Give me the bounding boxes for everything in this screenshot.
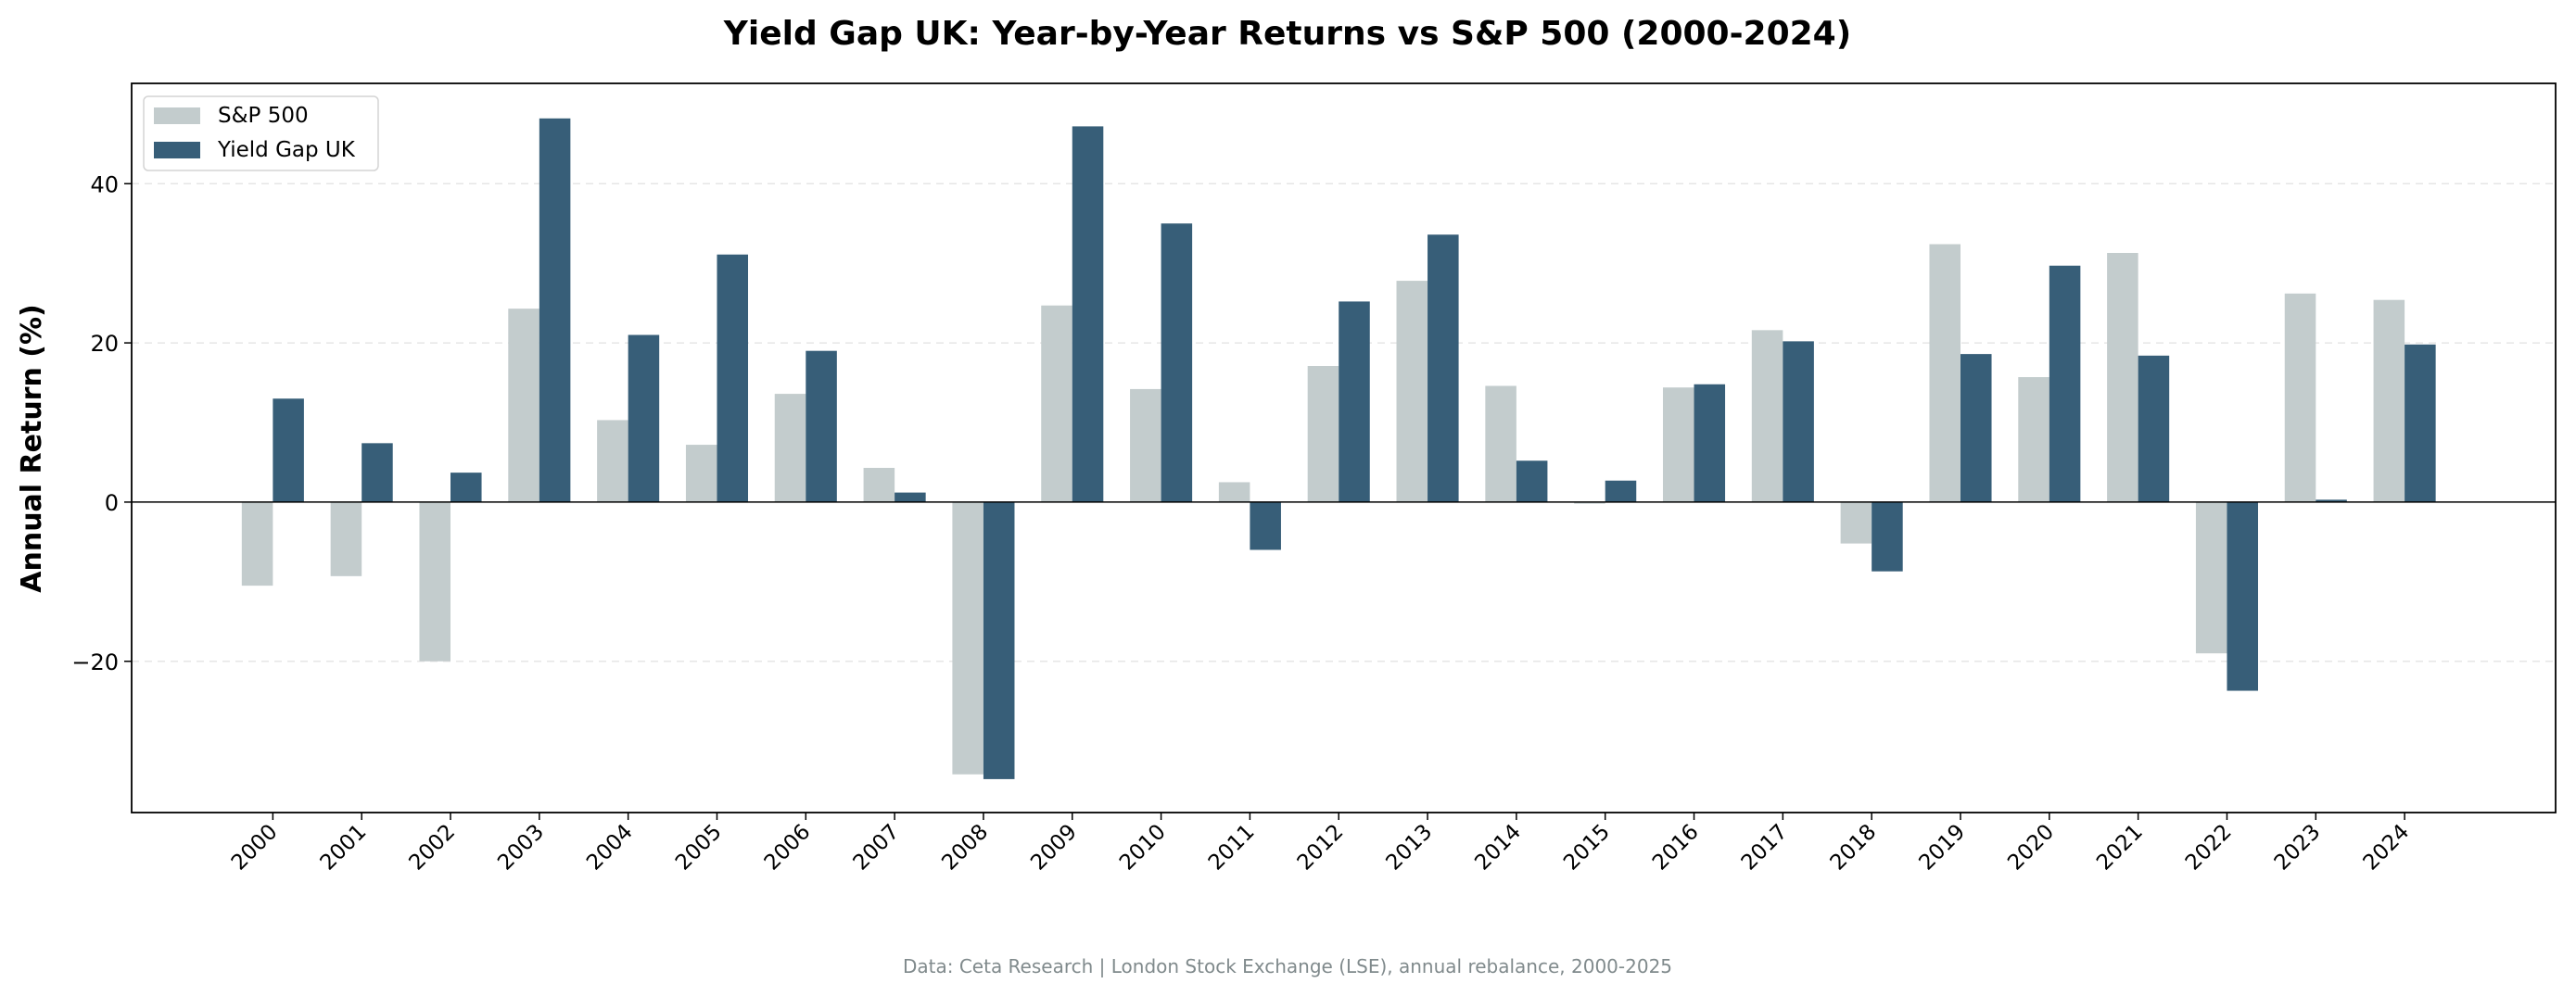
x-tick-label: 2001 [316, 820, 372, 876]
bar-s-p-500-2010 [1130, 388, 1161, 502]
bar-s-p-500-2022 [2195, 501, 2227, 654]
bar-yield-gap-uk-2013 [1428, 234, 1459, 502]
legend: S&P 500 Yield Gap UK [143, 95, 379, 171]
x-tick-label: 2002 [404, 820, 460, 876]
x-tick-label: 2018 [1826, 820, 1882, 876]
x-tick-label: 2008 [937, 820, 993, 876]
bar-yield-gap-uk-2015 [1605, 480, 1637, 502]
bar-s-p-500-2000 [241, 501, 273, 586]
bar-s-p-500-2003 [508, 309, 539, 502]
x-tick-label: 2009 [1026, 820, 1082, 876]
bar-yield-gap-uk-2001 [362, 443, 393, 502]
bar-s-p-500-2006 [774, 394, 806, 502]
bar-s-p-500-2014 [1485, 385, 1516, 502]
bar-yield-gap-uk-2002 [450, 473, 482, 502]
x-tick-label: 2022 [2181, 820, 2237, 876]
bar-yield-gap-uk-2012 [1339, 301, 1370, 502]
x-tick-label: 2012 [1293, 820, 1349, 876]
bar-yield-gap-uk-2024 [2405, 344, 2436, 502]
bar-yield-gap-uk-2010 [1161, 223, 1193, 502]
bar-s-p-500-2008 [952, 501, 983, 775]
y-tick-label: 40 [90, 171, 119, 197]
bar-s-p-500-2024 [2373, 299, 2405, 502]
bar-yield-gap-uk-2006 [806, 350, 837, 502]
bar-s-p-500-2021 [2107, 253, 2138, 502]
bar-s-p-500-2004 [597, 420, 628, 502]
x-tick-label: 2013 [1382, 820, 1438, 876]
x-tick-label: 2024 [2359, 820, 2415, 876]
x-tick-label: 2023 [2270, 820, 2326, 876]
x-tick-label: 2010 [1115, 820, 1171, 876]
x-tick-label: 2007 [849, 820, 905, 876]
bar-s-p-500-2020 [2018, 377, 2049, 502]
bar-s-p-500-2019 [1929, 244, 1961, 502]
bar-s-p-500-2011 [1218, 482, 1250, 502]
bar-s-p-500-2005 [685, 445, 717, 502]
legend-swatch [154, 142, 200, 158]
bar-yield-gap-uk-2008 [983, 501, 1015, 779]
bar-s-p-500-2018 [1840, 501, 1872, 544]
bar-s-p-500-2016 [1662, 387, 1694, 502]
legend-label: Yield Gap UK [217, 138, 356, 162]
x-tick-label: 2000 [227, 820, 283, 876]
bar-yield-gap-uk-2000 [273, 398, 304, 502]
bar-yield-gap-uk-2009 [1072, 126, 1104, 502]
bar-yield-gap-uk-2007 [895, 492, 926, 502]
x-tick-label: 2016 [1648, 820, 1704, 876]
bar-yield-gap-uk-2023 [2316, 499, 2347, 502]
bar-yield-gap-uk-2020 [2049, 265, 2081, 502]
bar-yield-gap-uk-2021 [2138, 355, 2170, 502]
bar-s-p-500-2012 [1307, 366, 1339, 502]
x-tick-label: 2021 [2092, 820, 2148, 876]
x-tick-label: 2003 [493, 820, 549, 876]
footer-note: Data: Ceta Research | London Stock Excha… [903, 955, 1672, 977]
x-tick-label: 2011 [1204, 820, 1260, 876]
bar-s-p-500-2007 [863, 467, 895, 502]
bar-s-p-500-2002 [419, 501, 451, 662]
bar-s-p-500-2015 [1574, 501, 1605, 504]
bar-yield-gap-uk-2011 [1250, 501, 1281, 550]
bar-yield-gap-uk-2018 [1872, 501, 1903, 572]
x-tick-label: 2015 [1559, 820, 1615, 876]
legend-swatch [154, 107, 200, 124]
bar-s-p-500-2023 [2284, 293, 2316, 502]
x-tick-label: 2005 [671, 820, 727, 876]
bar-yield-gap-uk-2003 [539, 118, 571, 502]
bar-s-p-500-2001 [330, 501, 362, 576]
y-tick-label: −20 [71, 649, 119, 675]
legend-label: S&P 500 [218, 104, 309, 128]
bar-yield-gap-uk-2017 [1783, 341, 1814, 502]
y-tick-label: 0 [105, 490, 119, 516]
bar-yield-gap-uk-2005 [717, 254, 749, 502]
x-tick-label: 2004 [582, 820, 638, 876]
x-tick-label: 2017 [1737, 820, 1793, 876]
plot-frame [131, 82, 2557, 813]
bar-yield-gap-uk-2014 [1516, 460, 1548, 502]
x-tick-label: 2020 [2003, 820, 2059, 876]
x-tick-label: 2019 [1914, 820, 1970, 876]
chart-title: Yield Gap UK: Year-by-Year Returns vs S&… [723, 15, 1851, 53]
bar-s-p-500-2009 [1041, 305, 1072, 502]
bar-yield-gap-uk-2019 [1960, 354, 1992, 502]
bar-yield-gap-uk-2016 [1694, 384, 1726, 502]
x-tick-label: 2006 [760, 820, 816, 876]
x-tick-label: 2014 [1470, 820, 1526, 876]
y-tick-label: 20 [90, 331, 119, 357]
bar-s-p-500-2017 [1751, 330, 1783, 502]
legend-box [143, 95, 379, 171]
y-axis-label: Annual Return (%) [16, 304, 48, 592]
bar-yield-gap-uk-2004 [628, 334, 660, 502]
bar-s-p-500-2013 [1396, 281, 1428, 502]
bar-yield-gap-uk-2022 [2227, 501, 2258, 691]
